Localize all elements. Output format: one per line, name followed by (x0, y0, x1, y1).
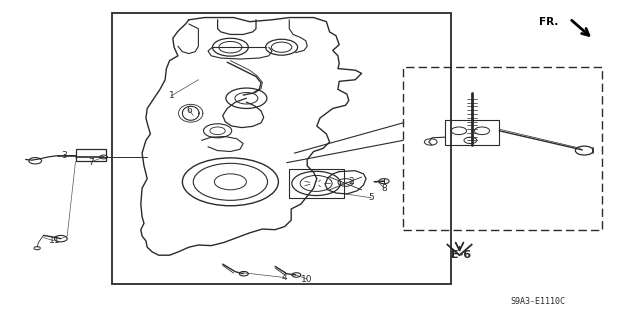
Text: 4: 4 (282, 273, 287, 282)
Text: 10: 10 (301, 275, 313, 284)
Text: 2: 2 (348, 177, 353, 186)
Text: S9A3-E1110C: S9A3-E1110C (510, 297, 565, 306)
Text: FR.: FR. (540, 17, 559, 27)
Bar (403, 67, 602, 230)
Text: 5: 5 (369, 193, 374, 202)
Text: E-6: E-6 (451, 250, 471, 260)
Text: 3: 3 (61, 151, 67, 160)
Text: 6: 6 (186, 106, 191, 115)
Text: 7: 7 (88, 158, 93, 167)
Text: 8: 8 (381, 184, 387, 193)
Bar (76, 149, 106, 161)
Bar (289, 169, 344, 198)
Bar (112, 13, 451, 284)
Text: 11: 11 (49, 236, 60, 245)
Text: 1: 1 (169, 91, 174, 100)
